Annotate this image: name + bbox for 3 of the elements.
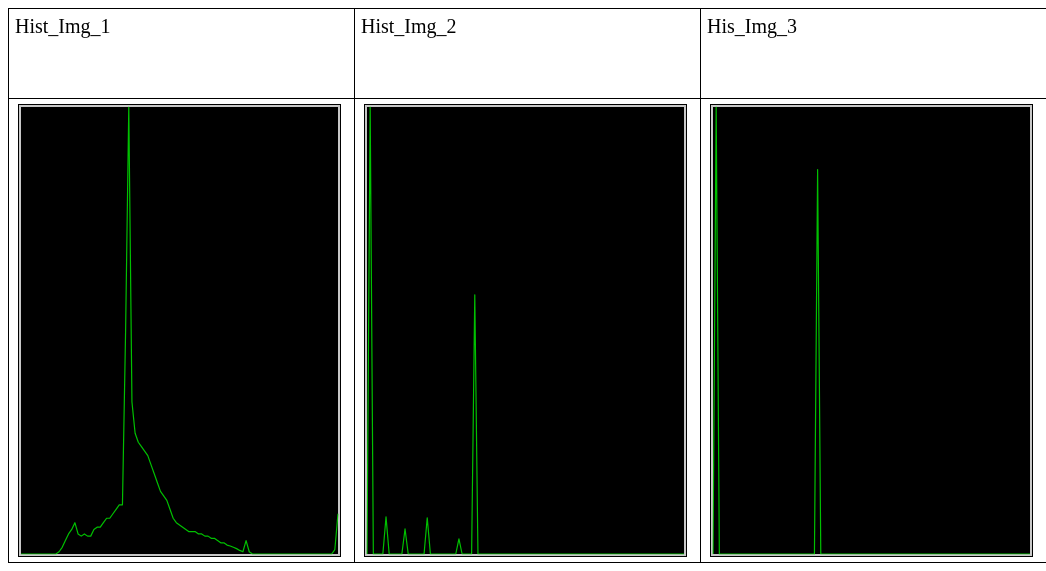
chart-title: Hist_Img_1	[9, 9, 354, 99]
chart-title: His_Img_3	[701, 9, 1046, 99]
chart-title: Hist_Img_2	[355, 9, 700, 99]
